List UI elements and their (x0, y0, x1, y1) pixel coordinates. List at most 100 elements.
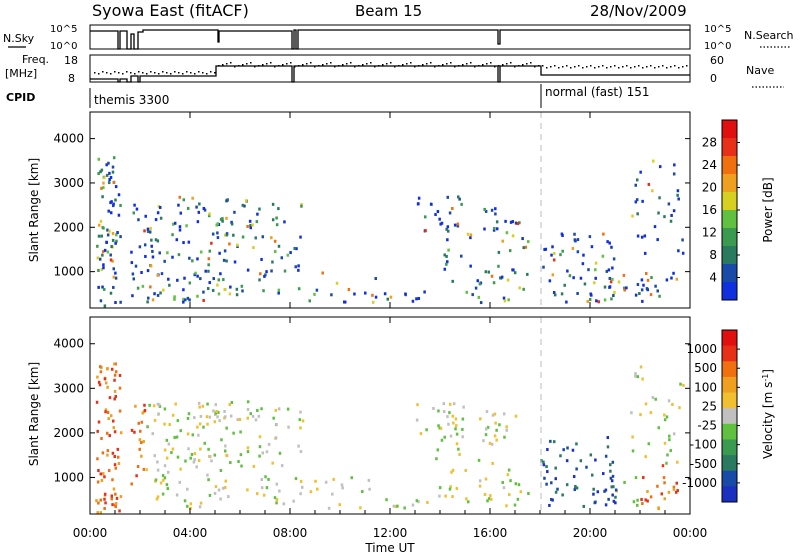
data-cell (448, 402, 452, 406)
data-cell (100, 234, 103, 238)
colorbar-swatch (722, 330, 737, 347)
data-cell (676, 460, 679, 464)
data-cell (166, 251, 169, 255)
data-cell (309, 490, 313, 494)
nave-dot (286, 63, 288, 65)
data-cell (100, 168, 104, 172)
data-cell (114, 198, 117, 202)
nave-dot (598, 66, 600, 68)
nave-dot (250, 62, 252, 64)
data-cell (438, 486, 442, 490)
data-cell (506, 473, 510, 477)
data-cell (97, 420, 101, 424)
data-cell (448, 211, 452, 215)
data-cell (663, 413, 666, 417)
data-cell (665, 278, 669, 282)
x-tick-label: 20:00 (573, 526, 608, 540)
data-cell (246, 446, 250, 450)
data-cell (222, 258, 226, 262)
data-cell (168, 283, 171, 287)
data-cell (495, 428, 498, 432)
data-cell (612, 294, 615, 298)
data-cell (215, 409, 218, 413)
data-cell (270, 236, 273, 240)
data-cell (260, 478, 263, 482)
nave-dot (482, 64, 484, 66)
nave-dot (334, 66, 336, 68)
data-cell (142, 467, 146, 471)
data-cell (138, 447, 141, 451)
data-cell (221, 486, 225, 490)
data-cell (223, 486, 227, 490)
data-cell (116, 447, 120, 451)
data-cell (299, 479, 303, 483)
data-cell (658, 196, 661, 200)
data-cell (214, 485, 218, 489)
data-cell (277, 291, 280, 295)
data-cell (668, 438, 671, 442)
data-cell (639, 170, 642, 174)
data-cell (157, 403, 161, 407)
data-cell (208, 493, 212, 497)
station-title: Syowa East (fitACF) (92, 1, 249, 20)
data-cell (573, 238, 577, 242)
data-cell (183, 298, 187, 302)
nave-dot (618, 67, 620, 69)
data-cell (492, 228, 496, 232)
data-cell (495, 227, 499, 231)
data-cell (153, 454, 157, 458)
data-cell (271, 461, 274, 465)
data-cell (460, 202, 463, 206)
data-cell (111, 259, 114, 263)
data-cell (156, 468, 160, 472)
nave-dot (538, 65, 540, 67)
data-cell (178, 480, 182, 484)
data-cell (167, 442, 171, 446)
data-cell (404, 292, 407, 296)
data-cell (258, 207, 261, 211)
data-cell (171, 222, 175, 226)
data-cell (451, 414, 455, 418)
data-cell (252, 246, 255, 250)
nave-dot (462, 64, 464, 66)
data-cell (183, 276, 186, 280)
data-cell (623, 288, 626, 292)
nave-dot (154, 72, 156, 74)
data-cell (146, 300, 149, 304)
data-cell (609, 280, 613, 284)
data-cell (656, 289, 659, 293)
data-cell (103, 377, 107, 381)
data-cell (105, 173, 109, 177)
data-cell (505, 504, 508, 508)
data-cell (96, 256, 100, 260)
data-cell (224, 415, 227, 419)
data-cell (207, 447, 210, 451)
data-cell (635, 198, 639, 202)
data-cell (639, 413, 642, 417)
data-cell (275, 423, 278, 427)
data-cell (642, 476, 645, 480)
data-cell (658, 294, 661, 298)
data-cell (101, 451, 105, 455)
nave-dot (514, 66, 516, 68)
data-cell (221, 219, 224, 223)
data-cell (119, 495, 123, 499)
data-cell (246, 224, 249, 228)
data-cell (246, 268, 250, 272)
nave-dot (202, 72, 204, 74)
data-cell (415, 499, 419, 503)
nave-dot (610, 66, 612, 68)
data-cell (636, 283, 640, 287)
data-cell (216, 283, 219, 287)
data-cell (576, 238, 580, 242)
nave-dot (590, 65, 592, 67)
data-cell (672, 485, 676, 489)
data-cell (111, 478, 114, 482)
data-cell (601, 254, 605, 258)
nave-dot (466, 63, 468, 65)
data-cell (190, 452, 194, 456)
data-cell (110, 497, 113, 501)
nave-dot (550, 66, 552, 68)
colorbar-tick-label: 8 (709, 248, 717, 262)
data-cell (185, 224, 188, 228)
